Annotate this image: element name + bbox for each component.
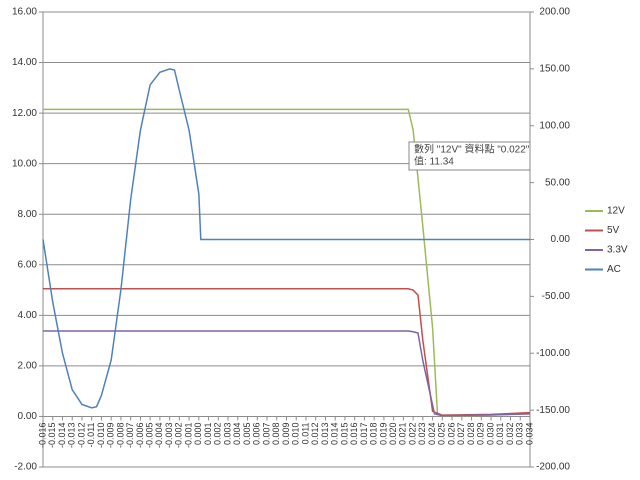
x-tick-label: 0.010 <box>291 422 301 445</box>
legend-label: 12V <box>607 206 625 217</box>
x-tick-label: 0.023 <box>417 422 427 445</box>
x-tick-label: 0.017 <box>359 422 369 445</box>
tooltip-line: 值: 11.34 <box>414 155 454 168</box>
tooltip-box <box>408 141 531 171</box>
y2-tick-label: -100.00 <box>536 348 570 359</box>
y2-tick-label: 50.00 <box>545 177 570 188</box>
x-tick-label: 0.028 <box>466 422 476 445</box>
x-tick-label: -0.001 <box>183 422 193 448</box>
y2-tick-label: 200.00 <box>539 7 570 18</box>
x-tick-label: -0.016 <box>37 422 47 448</box>
y2-tick-label: -150.00 <box>536 405 570 416</box>
x-tick-label: -0.002 <box>174 422 184 448</box>
y-tick-label: 10.00 <box>12 158 37 169</box>
y2-tick-label: -200.00 <box>536 462 570 473</box>
series-line <box>43 330 531 417</box>
y-tick-label: 8.00 <box>18 209 38 220</box>
y-tick-label: 12.00 <box>12 108 37 119</box>
x-tick-label: 0.016 <box>349 422 359 445</box>
x-tick-label: 0.019 <box>378 422 388 445</box>
x-tick-label: 0.011 <box>300 422 310 444</box>
x-tick-label: 0.018 <box>369 422 379 445</box>
x-tick-label: 0.029 <box>476 422 486 445</box>
x-tick-label: 0.015 <box>339 422 349 445</box>
x-tick-label: 0.004 <box>232 422 242 445</box>
x-tick-label: 0.014 <box>330 422 340 445</box>
x-tick-label: 0.013 <box>320 422 330 445</box>
legend-label: 3.3V <box>607 245 628 256</box>
y2-tick-label: 100.00 <box>539 120 570 131</box>
x-tick-label: -0.007 <box>125 422 135 448</box>
y-tick-label: 0.00 <box>18 411 38 422</box>
y-tick-label: -2.00 <box>14 462 37 473</box>
x-tick-label: 0.006 <box>252 422 262 445</box>
legend-label: AC <box>607 264 621 275</box>
x-tick-label: 0.027 <box>456 422 466 445</box>
x-tick-label: 0.005 <box>242 422 252 445</box>
x-tick-label: 0.007 <box>261 422 271 445</box>
y-tick-label: 14.00 <box>12 57 37 68</box>
tooltip: 數列 "12V" 資料點 "0.022" 值: 11.34 <box>408 141 531 171</box>
x-tick-label: -0.006 <box>135 422 145 448</box>
x-tick-label: 0.002 <box>213 422 223 445</box>
x-tick-label: 0.026 <box>446 422 456 445</box>
y-tick-label: 6.00 <box>18 259 38 270</box>
x-tick-label: 0.033 <box>515 422 525 445</box>
y2-tick-label: 150.00 <box>539 64 570 75</box>
x-tick-label: 0.030 <box>485 422 495 445</box>
x-tick-label: 0.021 <box>398 422 408 445</box>
y2-tick-label: 0.00 <box>551 234 571 245</box>
x-tick-label: 0.025 <box>437 422 447 445</box>
x-tick-label: 0.001 <box>203 422 213 445</box>
x-tick-label: -0.011 <box>86 422 96 447</box>
x-tick-label: -0.015 <box>47 422 57 448</box>
x-tick-label: -0.003 <box>164 422 174 448</box>
y-tick-label: 16.00 <box>12 7 37 18</box>
x-tick-label: -0.013 <box>67 422 77 448</box>
tooltip-line: 數列 "12V" 資料點 "0.022" <box>414 143 530 156</box>
x-tick-label: -0.005 <box>145 422 155 448</box>
x-tick-label: 0.000 <box>193 422 203 445</box>
y2-tick-label: -50.00 <box>542 291 571 302</box>
x-tick-label: 0.031 <box>495 422 505 445</box>
x-tick-label: -0.012 <box>76 422 86 448</box>
y-tick-label: 4.00 <box>18 310 38 321</box>
series-line <box>43 288 531 416</box>
x-tick-label: 0.020 <box>388 422 398 445</box>
x-tick-label: -0.008 <box>115 422 125 448</box>
legend-label: 5V <box>607 225 620 236</box>
x-tick-label: 0.003 <box>222 422 232 445</box>
x-tick-label: 0.012 <box>310 422 320 445</box>
x-tick-label: 0.008 <box>271 422 281 445</box>
x-tick-label: -0.004 <box>154 422 164 448</box>
x-tick-label: 0.022 <box>407 422 417 445</box>
x-tick-label: 0.024 <box>427 422 437 445</box>
x-tick-label: -0.010 <box>96 422 106 448</box>
x-tick-label: -0.009 <box>106 422 116 448</box>
x-tick-label: 0.034 <box>524 422 534 445</box>
x-tick-label: 0.009 <box>281 422 291 445</box>
x-tick-label: -0.014 <box>57 422 67 448</box>
series-line <box>42 68 530 409</box>
x-tick-label: 0.032 <box>505 422 515 445</box>
y-tick-label: 2.00 <box>18 361 38 372</box>
